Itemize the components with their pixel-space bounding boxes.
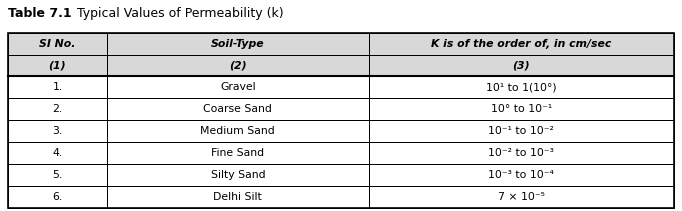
Bar [369,55,674,77]
Text: 5.: 5. [53,170,63,180]
Bar [106,55,369,77]
Text: 10¹ to 1(10°): 10¹ to 1(10°) [486,83,557,92]
Text: 10⁻³ to 10⁻⁴: 10⁻³ to 10⁻⁴ [488,170,554,180]
Text: Silty Sand: Silty Sand [211,170,265,180]
Bar [369,55,674,77]
Text: 10⁻¹ to 10⁻²: 10⁻¹ to 10⁻² [488,126,554,136]
Text: Soil-Type: Soil-Type [211,39,265,49]
Bar [8,142,106,164]
Text: (1): (1) [48,61,66,70]
Bar [106,142,369,164]
Bar [369,33,674,55]
Text: 4.: 4. [53,148,63,158]
Text: Gravel: Gravel [220,83,256,92]
Bar [106,164,369,186]
Bar [8,55,106,77]
Bar [369,98,674,120]
Text: K is of the order of, in cm/sec: K is of the order of, in cm/sec [431,39,612,49]
Text: Typical Values of Permeability (k): Typical Values of Permeability (k) [65,7,284,20]
Bar [8,33,674,208]
Bar [8,142,106,164]
Bar [369,142,674,164]
Bar [8,33,106,55]
Bar [369,186,674,208]
Bar [8,33,106,55]
Bar [8,77,106,98]
Bar [8,98,106,120]
Bar [106,55,369,77]
Bar [8,120,106,142]
Bar [106,186,369,208]
Bar [106,142,369,164]
Bar [369,77,674,98]
Text: 1.: 1. [53,83,63,92]
Bar [369,164,674,186]
Text: (2): (2) [229,61,247,70]
Bar [106,120,369,142]
Bar [8,164,106,186]
Bar [106,98,369,120]
Text: Coarse Sand: Coarse Sand [203,104,272,114]
Bar [106,120,369,142]
Bar [106,77,369,98]
Bar [106,186,369,208]
Bar [369,98,674,120]
Text: Medium Sand: Medium Sand [201,126,276,136]
Bar [369,33,674,55]
Text: (3): (3) [513,61,530,70]
Bar [369,120,674,142]
Bar [8,186,106,208]
Bar [369,164,674,186]
Bar [8,98,106,120]
Text: Fine Sand: Fine Sand [211,148,265,158]
Text: SI No.: SI No. [40,39,76,49]
Text: 10⁻² to 10⁻³: 10⁻² to 10⁻³ [488,148,554,158]
Text: Table 7.1: Table 7.1 [8,7,72,20]
Bar [106,164,369,186]
Text: 2.: 2. [53,104,63,114]
Bar [369,77,674,98]
Bar [8,164,106,186]
Bar [106,33,369,55]
Text: 10° to 10⁻¹: 10° to 10⁻¹ [491,104,552,114]
Bar [8,77,106,98]
Text: 7 × 10⁻⁵: 7 × 10⁻⁵ [498,192,545,202]
Bar [369,120,674,142]
Text: Delhi Silt: Delhi Silt [213,192,262,202]
Bar [8,186,106,208]
Text: 6.: 6. [53,192,63,202]
Bar [106,33,369,55]
Bar [8,55,106,77]
Bar [106,77,369,98]
Bar [369,186,674,208]
Bar [8,120,106,142]
Bar [369,142,674,164]
Bar [106,98,369,120]
Text: 3.: 3. [53,126,63,136]
